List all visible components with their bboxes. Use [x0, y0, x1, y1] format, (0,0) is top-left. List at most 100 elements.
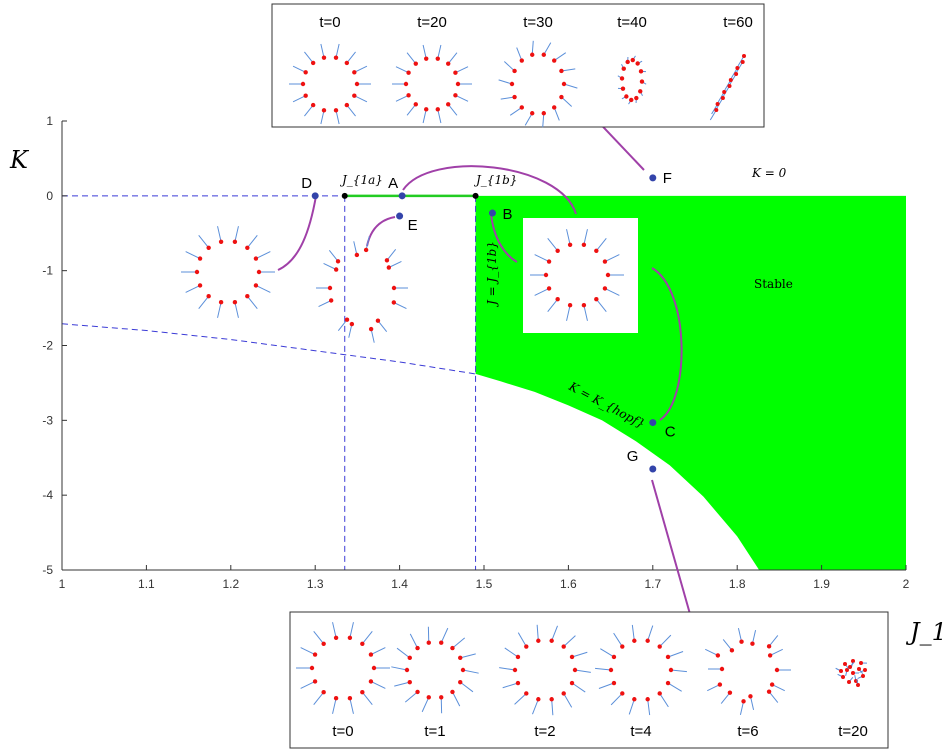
agent	[742, 54, 746, 58]
agent-heading	[328, 250, 339, 262]
x-tick-label: 1.5	[476, 577, 493, 591]
agent	[569, 680, 575, 686]
agent-heading	[574, 669, 591, 673]
agent	[515, 654, 521, 660]
agent-heading	[768, 691, 779, 703]
agent	[333, 55, 339, 60]
y-tick-label: 1	[46, 114, 53, 128]
agent-heading	[396, 647, 411, 659]
agent	[197, 256, 203, 261]
agent-heading	[320, 43, 325, 58]
agent-heading	[409, 633, 418, 649]
agent	[572, 667, 578, 673]
inset-F-frame	[271, 3, 765, 128]
inset-F-time-label: t=0	[319, 14, 340, 31]
point-label-B: B	[502, 206, 512, 223]
x-tick-label: 2	[903, 577, 910, 591]
agent-heading	[739, 701, 745, 716]
agent	[632, 697, 637, 702]
agent	[665, 654, 671, 660]
agent-heading	[348, 323, 353, 338]
agent-heading	[600, 648, 615, 658]
agent-heading	[323, 262, 337, 270]
agent-heading	[335, 43, 340, 58]
agent-heading	[667, 651, 684, 658]
agent	[352, 93, 357, 98]
connector-A	[402, 165, 577, 215]
agent	[851, 671, 855, 675]
agent	[368, 652, 374, 657]
agent-heading	[534, 287, 550, 296]
agent-heading	[524, 112, 533, 126]
point-E	[396, 212, 404, 220]
agent-ring	[392, 44, 472, 124]
agent	[739, 639, 744, 644]
agent-heading	[395, 66, 409, 74]
agent-heading	[532, 699, 539, 715]
data-points: D A E B F C G	[301, 170, 676, 473]
agent-ring	[705, 627, 791, 716]
point-G	[649, 465, 657, 473]
agent-ring	[391, 626, 479, 714]
agent	[303, 70, 308, 75]
agent	[555, 297, 560, 302]
agent-heading	[335, 110, 340, 125]
agent-rings	[181, 40, 868, 716]
agent	[766, 644, 772, 649]
agent-ring	[289, 43, 371, 125]
k-zero-annotation: K = 0	[751, 166, 787, 180]
agent-heading	[543, 42, 552, 56]
inset-G-time-label: t=2	[534, 723, 555, 740]
agent	[312, 679, 318, 684]
agent	[368, 326, 374, 332]
agent	[245, 245, 250, 250]
agent	[360, 641, 365, 646]
x-tick-label: 1.4	[391, 577, 408, 591]
agent	[549, 638, 554, 643]
agent-heading	[185, 251, 201, 260]
agent	[344, 317, 350, 322]
agent-heading	[318, 300, 332, 308]
agent-heading	[198, 295, 210, 310]
agent-heading	[395, 94, 409, 102]
agent	[245, 294, 250, 299]
agent-heading	[393, 302, 407, 310]
agent	[621, 66, 626, 71]
connector-G	[651, 479, 691, 615]
agent	[552, 58, 557, 63]
agent-ring	[296, 622, 390, 714]
agent	[303, 93, 308, 98]
agent-heading	[332, 698, 337, 714]
agent-heading	[534, 254, 550, 263]
agent	[309, 665, 315, 671]
agent-heading	[531, 40, 534, 55]
agent	[719, 666, 725, 672]
agent	[559, 94, 564, 100]
agent	[333, 267, 339, 272]
agent-heading	[246, 295, 258, 310]
agent	[569, 654, 575, 660]
agent-heading	[406, 52, 417, 64]
agent	[530, 111, 535, 116]
agent-heading	[705, 648, 719, 656]
agent	[368, 679, 374, 684]
agent	[541, 52, 546, 57]
agent	[384, 258, 390, 263]
agent	[561, 81, 567, 87]
j1a-marker	[341, 192, 348, 199]
agent-heading	[386, 249, 397, 261]
agent	[602, 286, 608, 291]
agent-heading	[394, 681, 410, 687]
agent	[347, 635, 353, 640]
point-label-F: F	[663, 170, 672, 187]
x-tick-label: 1.7	[644, 577, 661, 591]
agent	[371, 665, 377, 671]
inset-F-time-label: t=20	[417, 14, 447, 31]
agent-heading	[542, 113, 545, 128]
agent-heading	[583, 305, 588, 321]
connector-D	[277, 195, 317, 271]
agent-heading	[551, 625, 558, 641]
agent	[594, 248, 599, 253]
connector-C	[651, 267, 683, 421]
agent	[424, 56, 429, 61]
